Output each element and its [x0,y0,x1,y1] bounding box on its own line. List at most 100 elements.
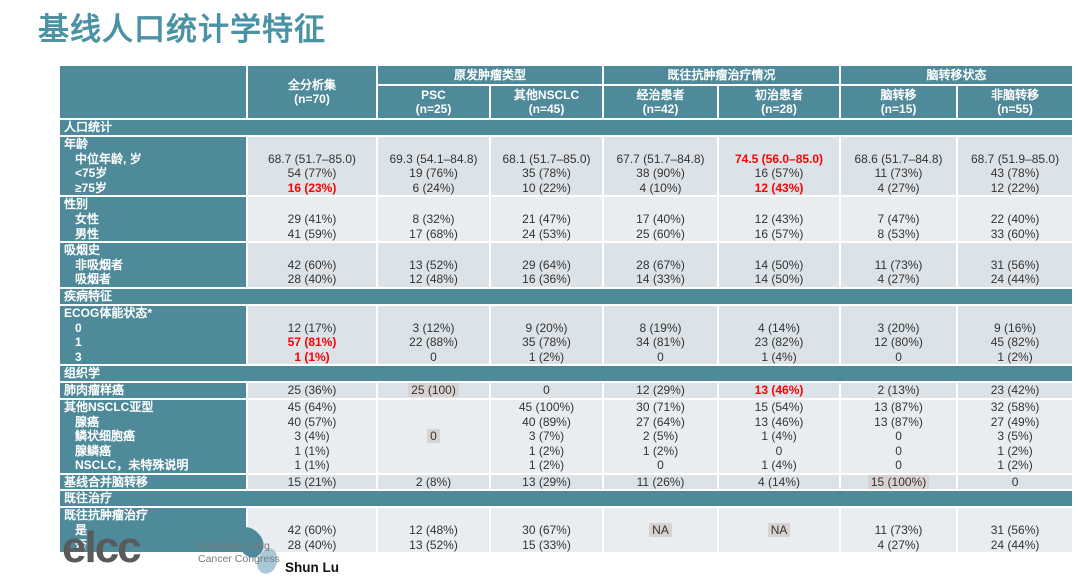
cell: 3 (7%) [488,429,604,444]
table-row: 是 42 (60%) 12 (48%) 30 (67%) NA NA 11 (73%) 31 … [60,523,1073,538]
table-row: 否 28 (40%) 13 (52%) 15 (33%) 4 (27%) 24 (44%) [60,537,1073,553]
cell [839,303,958,321]
cell-value: 38 (90%) [636,166,685,181]
table-row: 吸烟史 [60,241,1073,258]
cell: 3 (5%) [956,429,1073,444]
cell: 25 (60%) [602,226,719,243]
cell: 45 (64%) [246,397,377,415]
section-row: 组织学 [60,364,1073,384]
table-row: 中位年龄, 岁 68.7 (51.7–85.0) 69.3 (54.1–84.8) 6… [60,151,1073,167]
cell [246,195,377,212]
cell-value: 8 (19%) [639,320,682,335]
cell-value: 1 (2%) [997,443,1033,458]
cell: 24 (53%) [488,226,604,243]
cell: 0 [376,349,490,366]
cell [376,303,490,321]
cell [246,303,377,321]
cell-value: 27 (64%) [636,414,685,429]
cell-value: 15 (21%) [287,474,337,489]
cell-value: 16 (23%) [287,180,337,195]
cell-value: 9 (20%) [525,320,568,335]
row-label: 肺肉瘤样癌 [60,381,247,399]
table-row: <75岁 54 (77%) 19 (76%) 35 (78%) 38 (90%) 16 (… [60,166,1073,181]
row-label: NSCLC，未特殊说明 [60,458,247,474]
cell-value: 4 (10%) [639,180,682,195]
cell-value: 14 (33%) [636,272,685,287]
cell-value: 13 (87%) [874,399,923,414]
cell: 22 (88%) [376,335,490,350]
row-label: 性别 [60,195,247,212]
cell-value: 67.7 (51.7–84.8) [616,151,705,166]
cell-value: 0 [1011,474,1019,489]
cell: 68.6 (51.7–84.8) [839,151,958,167]
cell-value: 3 (4%) [294,429,330,444]
cell: 42 (60%) [246,257,377,273]
cell-value: 16 (57%) [754,226,804,241]
column-header: PSC (n=25) [376,85,490,120]
cell: 11 (73%) [839,166,958,181]
cell [488,195,604,212]
table-row: 腺癌 40 (57%) 40 (89%) 27 (64%) 13 (46%) 13 (87… [60,414,1073,430]
cell: 13 (29%) [488,472,604,491]
table-row: ECOG体能状态* [60,303,1073,321]
table-row: 男性 41 (59%) 17 (68%) 24 (53%) 25 (60%) 16 (57… [60,226,1073,243]
cell-value: 40 (89%) [522,414,571,429]
cell: 16 (36%) [488,272,604,288]
section-label: 人口统计 [60,118,1073,137]
cell-value: 11 (73%) [874,257,923,272]
cell: 24 (44%) [956,537,1073,553]
cell-value: 68.7 (51.7–85.0) [267,151,357,166]
cell: 12 (43%) [717,211,841,227]
cell [376,195,490,212]
table-row: 女性 29 (41%) 8 (32%) 21 (47%) 17 (40%) 12 (43%… [60,211,1073,227]
cell [488,241,604,258]
cell: 69.3 (54.1–84.8) [376,151,490,167]
cell-value: 24 (44%) [990,537,1040,552]
cell: 68.7 (51.7–85.0) [246,151,377,167]
row-label: 0 [60,320,247,336]
cell: 3 (12%) [376,320,490,336]
cell [717,135,841,152]
cell [717,195,841,212]
cell: 35 (78%) [488,335,604,350]
cell-value: 1 (2%) [642,443,679,458]
cell: 22 (40%) [956,211,1073,227]
cell-value: 23 (42%) [990,383,1040,398]
cell: 4 (27%) [839,180,958,197]
row-label: 1 [60,335,247,350]
cell-value: 43 (78%) [990,166,1040,181]
cell: 68.7 (51.9–85.0) [956,151,1073,167]
cell: 13 (87%) [839,397,958,415]
cell-value: 2 (8%) [415,474,452,489]
cell: 45 (82%) [956,335,1073,350]
table-row: NSCLC，未特殊说明 1 (1%) 1 (2%) 0 1 (4%) 0 1 (2%) [60,458,1073,474]
cell-value: 0 [427,429,440,444]
row-label: 腺癌 [60,414,247,430]
cell: 8 (53%) [839,226,958,243]
cell [376,414,490,430]
cell: 15 (21%) [246,472,377,491]
cell-value: 0 [657,458,664,473]
table-row: 3 1 (1%) 0 1 (2%) 0 1 (4%) 0 1 (2%) [60,349,1073,366]
cell: 1 (2%) [488,458,604,474]
cell-value: 6 (24%) [412,180,455,195]
table-row: 吸烟者 28 (40%) 12 (48%) 16 (36%) 14 (33%) 14 (5… [60,272,1073,288]
cell: 74.5 (56.0–85.0) [717,151,841,167]
row-label: ECOG体能状态* [60,303,247,321]
cell: 11 (73%) [839,523,958,538]
section-label: 组织学 [60,364,1073,384]
cell: 17 (40%) [602,211,719,227]
cell: 13 (52%) [376,537,490,553]
cell: 0 [376,429,490,444]
cell [956,135,1073,152]
cell-value: 54 (77%) [287,166,337,181]
cell [488,506,604,524]
cell-value: 17 (68%) [409,226,458,241]
cell-value: 15 (33%) [522,537,571,552]
cell-value: 14 (50%) [754,257,804,272]
cell: 0 [839,443,958,459]
cell: 12 (29%) [602,381,719,399]
cell-value: NA [649,523,672,538]
cell: 9 (20%) [488,320,604,336]
column-group-header: 既往抗肿瘤治疗情况 [602,66,841,86]
